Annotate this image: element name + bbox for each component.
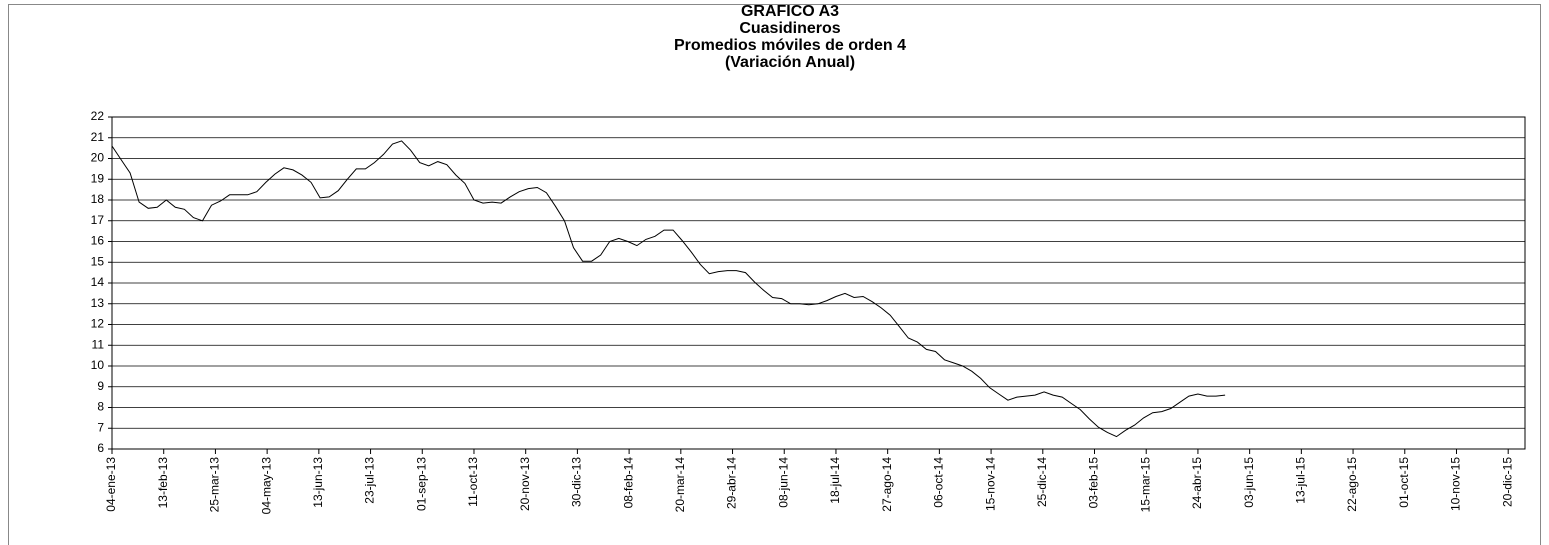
x-tick-label: 06-oct-14 (932, 457, 946, 508)
x-tick-label: 03-feb-15 (1087, 457, 1101, 509)
x-tick-label: 18-jul-14 (828, 457, 842, 504)
x-tick-label: 25-dic-14 (1035, 457, 1049, 507)
x-tick-label: 22-ago-15 (1345, 457, 1359, 512)
x-tick-label: 03-jun-15 (1242, 457, 1256, 508)
y-tick-label: 20 (91, 151, 105, 165)
y-tick-label: 12 (91, 317, 105, 331)
y-tick-label: 11 (92, 337, 105, 351)
x-tick-label: 23-jul-13 (363, 457, 377, 504)
y-tick-label: 22 (91, 109, 105, 123)
x-tick-label: 27-ago-14 (880, 457, 894, 512)
x-tick-label: 24-abr-15 (1190, 457, 1204, 509)
x-tick-label: 08-feb-14 (621, 457, 635, 509)
x-tick-label: 15-mar-15 (1138, 457, 1152, 513)
y-tick-label: 18 (91, 192, 105, 206)
y-tick-label: 17 (91, 213, 105, 227)
x-tick-label: 01-oct-15 (1397, 457, 1411, 508)
y-tick-label: 7 (97, 420, 104, 434)
chart-title: (Variación Anual) (725, 54, 855, 71)
x-tick-label: 10-nov-15 (1449, 457, 1463, 511)
y-tick-label: 10 (91, 358, 105, 372)
y-tick-label: 8 (97, 400, 104, 414)
x-tick-label: 25-mar-13 (208, 457, 222, 513)
x-tick-label: 08-jun-14 (776, 457, 790, 508)
y-tick-label: 21 (91, 130, 105, 144)
x-tick-label: 01-sep-13 (414, 457, 428, 511)
x-tick-label: 13-feb-13 (156, 457, 170, 509)
x-tick-label: 20-dic-15 (1500, 457, 1514, 507)
x-tick-label: 20-mar-14 (673, 457, 687, 513)
chart-title: Promedios móviles de orden 4 (674, 37, 906, 54)
chart-title: GRAFICO A3 (741, 3, 839, 20)
y-tick-label: 9 (97, 379, 104, 393)
x-tick-label: 29-abr-14 (725, 457, 739, 509)
x-tick-label: 15-nov-14 (983, 457, 997, 511)
line-series (111, 140, 1226, 438)
x-tick-label: 20-nov-13 (518, 457, 532, 511)
x-tick-label: 13-jul-15 (1294, 457, 1308, 504)
y-tick-label: 15 (91, 254, 105, 268)
y-tick-label: 13 (91, 296, 105, 310)
y-tick-label: 16 (91, 234, 105, 248)
x-tick-label: 11-oct-13 (466, 457, 480, 507)
x-tick-label: 13-jun-13 (311, 457, 325, 508)
y-tick-label: 19 (91, 171, 105, 185)
y-tick-label: 14 (91, 275, 105, 289)
x-tick-label: 04-ene-13 (104, 457, 118, 512)
y-tick-label: 6 (97, 441, 104, 455)
chart-title: Cuasidineros (739, 20, 840, 37)
chart-frame (8, 4, 1541, 545)
plot-area (111, 116, 1526, 450)
x-tick-label: 04-may-13 (259, 457, 273, 515)
x-tick-label: 30-dic-13 (570, 457, 584, 507)
